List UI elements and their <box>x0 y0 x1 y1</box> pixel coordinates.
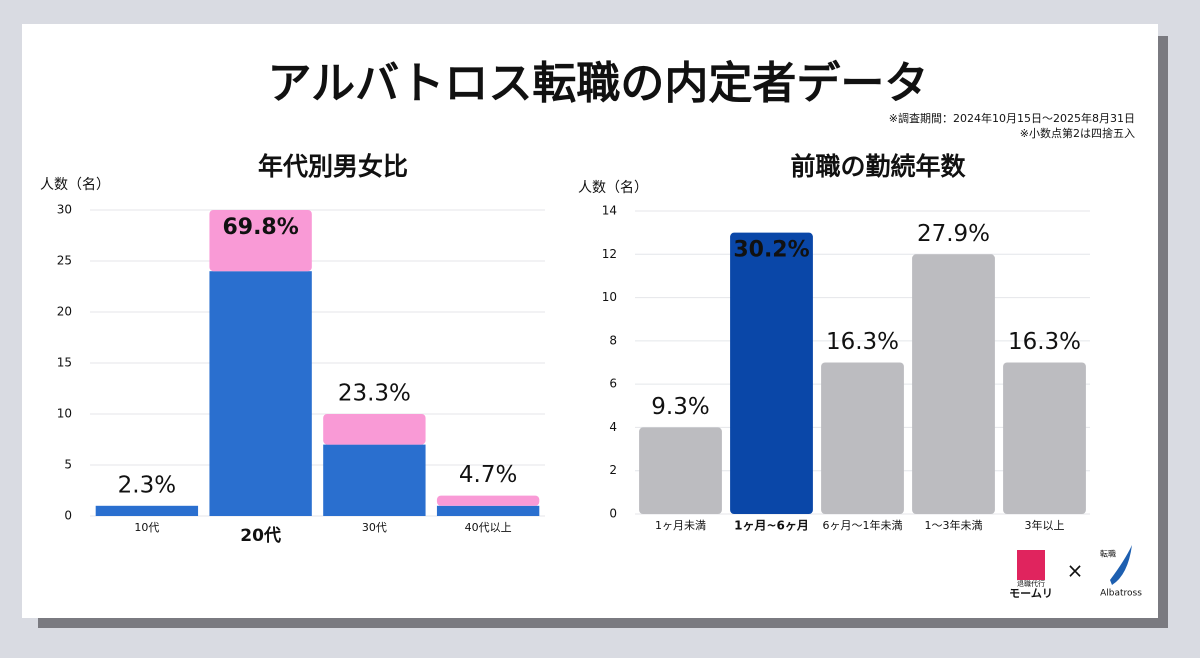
x-tick-label: 1〜3年未満 <box>925 518 983 532</box>
chart-title: 年代別男女比 <box>258 152 408 181</box>
title: アルバトロス転職の内定者データ <box>268 58 929 109</box>
bar <box>1003 362 1086 514</box>
y-tick-label: 10 <box>57 407 72 421</box>
logo-text: 退職代行 <box>1017 579 1045 588</box>
x-tick-label: 10代 <box>134 521 159 534</box>
note: ※調査期間：2024年10月15日～2025年8月31日 <box>889 111 1135 125</box>
times: × <box>1067 559 1084 583</box>
y-tick-label: 14 <box>602 204 617 218</box>
y-axis-label: 人数（名） <box>578 180 648 196</box>
logo-icon <box>1110 545 1132 585</box>
y-tick-label: 15 <box>57 356 72 370</box>
data-label: 16.3% <box>826 329 899 355</box>
bar <box>639 427 722 514</box>
x-tick-label: 20代 <box>240 525 281 546</box>
bar-segment <box>95 505 199 516</box>
bar-segment <box>436 495 540 506</box>
y-tick-label: 0 <box>64 509 72 523</box>
x-tick-label: 6ヶ月〜1年未満 <box>823 518 903 532</box>
x-tick-label: 1ヶ月~6ヶ月 <box>734 519 809 533</box>
data-label: 9.3% <box>651 394 709 420</box>
x-tick-label: 40代以上 <box>465 521 512 534</box>
x-tick-label: 3年以上 <box>1025 518 1065 532</box>
bar <box>821 362 904 514</box>
bar-segment <box>209 210 312 272</box>
note: ※小数点第2は四捨五入 <box>1020 126 1135 140</box>
bar <box>912 254 995 515</box>
data-label: 30.2% <box>733 238 809 263</box>
y-tick-label: 2 <box>609 463 617 477</box>
y-axis-label: 人数（名） <box>40 177 110 193</box>
x-tick-label: 1ヶ月未満 <box>655 519 706 532</box>
x-tick-label: 30代 <box>362 521 387 534</box>
data-label: 16.3% <box>1008 329 1081 355</box>
bar <box>730 232 813 514</box>
logo-icon <box>1017 550 1045 580</box>
chart-title: 前職の勤続年数 <box>790 152 966 181</box>
bar-segment <box>209 271 312 516</box>
data-label: 4.7% <box>459 462 517 488</box>
data-label: 27.9% <box>917 221 990 247</box>
y-tick-label: 30 <box>57 203 72 217</box>
y-tick-label: 0 <box>609 507 617 521</box>
bar-segment <box>436 505 540 516</box>
bar-segment <box>323 414 426 445</box>
bar-segment <box>323 444 426 516</box>
y-tick-label: 6 <box>609 377 617 391</box>
y-tick-label: 4 <box>609 420 617 434</box>
logo-text: モームリ <box>1009 587 1053 600</box>
y-tick-label: 10 <box>602 290 617 304</box>
data-label: 2.3% <box>118 472 176 498</box>
y-tick-label: 8 <box>609 333 617 347</box>
y-tick-label: 25 <box>57 254 72 268</box>
y-tick-label: 20 <box>57 305 72 319</box>
y-tick-label: 12 <box>602 247 617 261</box>
logo-text: Albatross <box>1100 589 1142 599</box>
data-label: 23.3% <box>338 381 411 407</box>
data-label: 69.8% <box>222 215 298 240</box>
y-tick-label: 5 <box>64 458 72 472</box>
logo-text: 転職 <box>1100 550 1116 559</box>
